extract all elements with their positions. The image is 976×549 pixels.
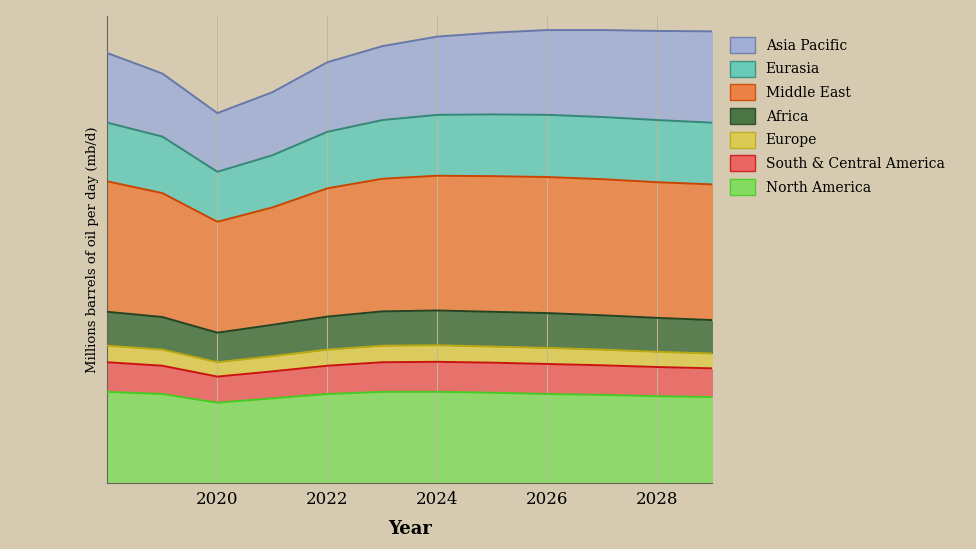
Legend: Asia Pacific, Eurasia, Middle East, Africa, Europe, South & Central America, Nor: Asia Pacific, Eurasia, Middle East, Afri… [725, 33, 949, 199]
Y-axis label: Millions barrels of oil per day (mb/d): Millions barrels of oil per day (mb/d) [86, 127, 99, 373]
X-axis label: Year: Year [388, 519, 431, 537]
